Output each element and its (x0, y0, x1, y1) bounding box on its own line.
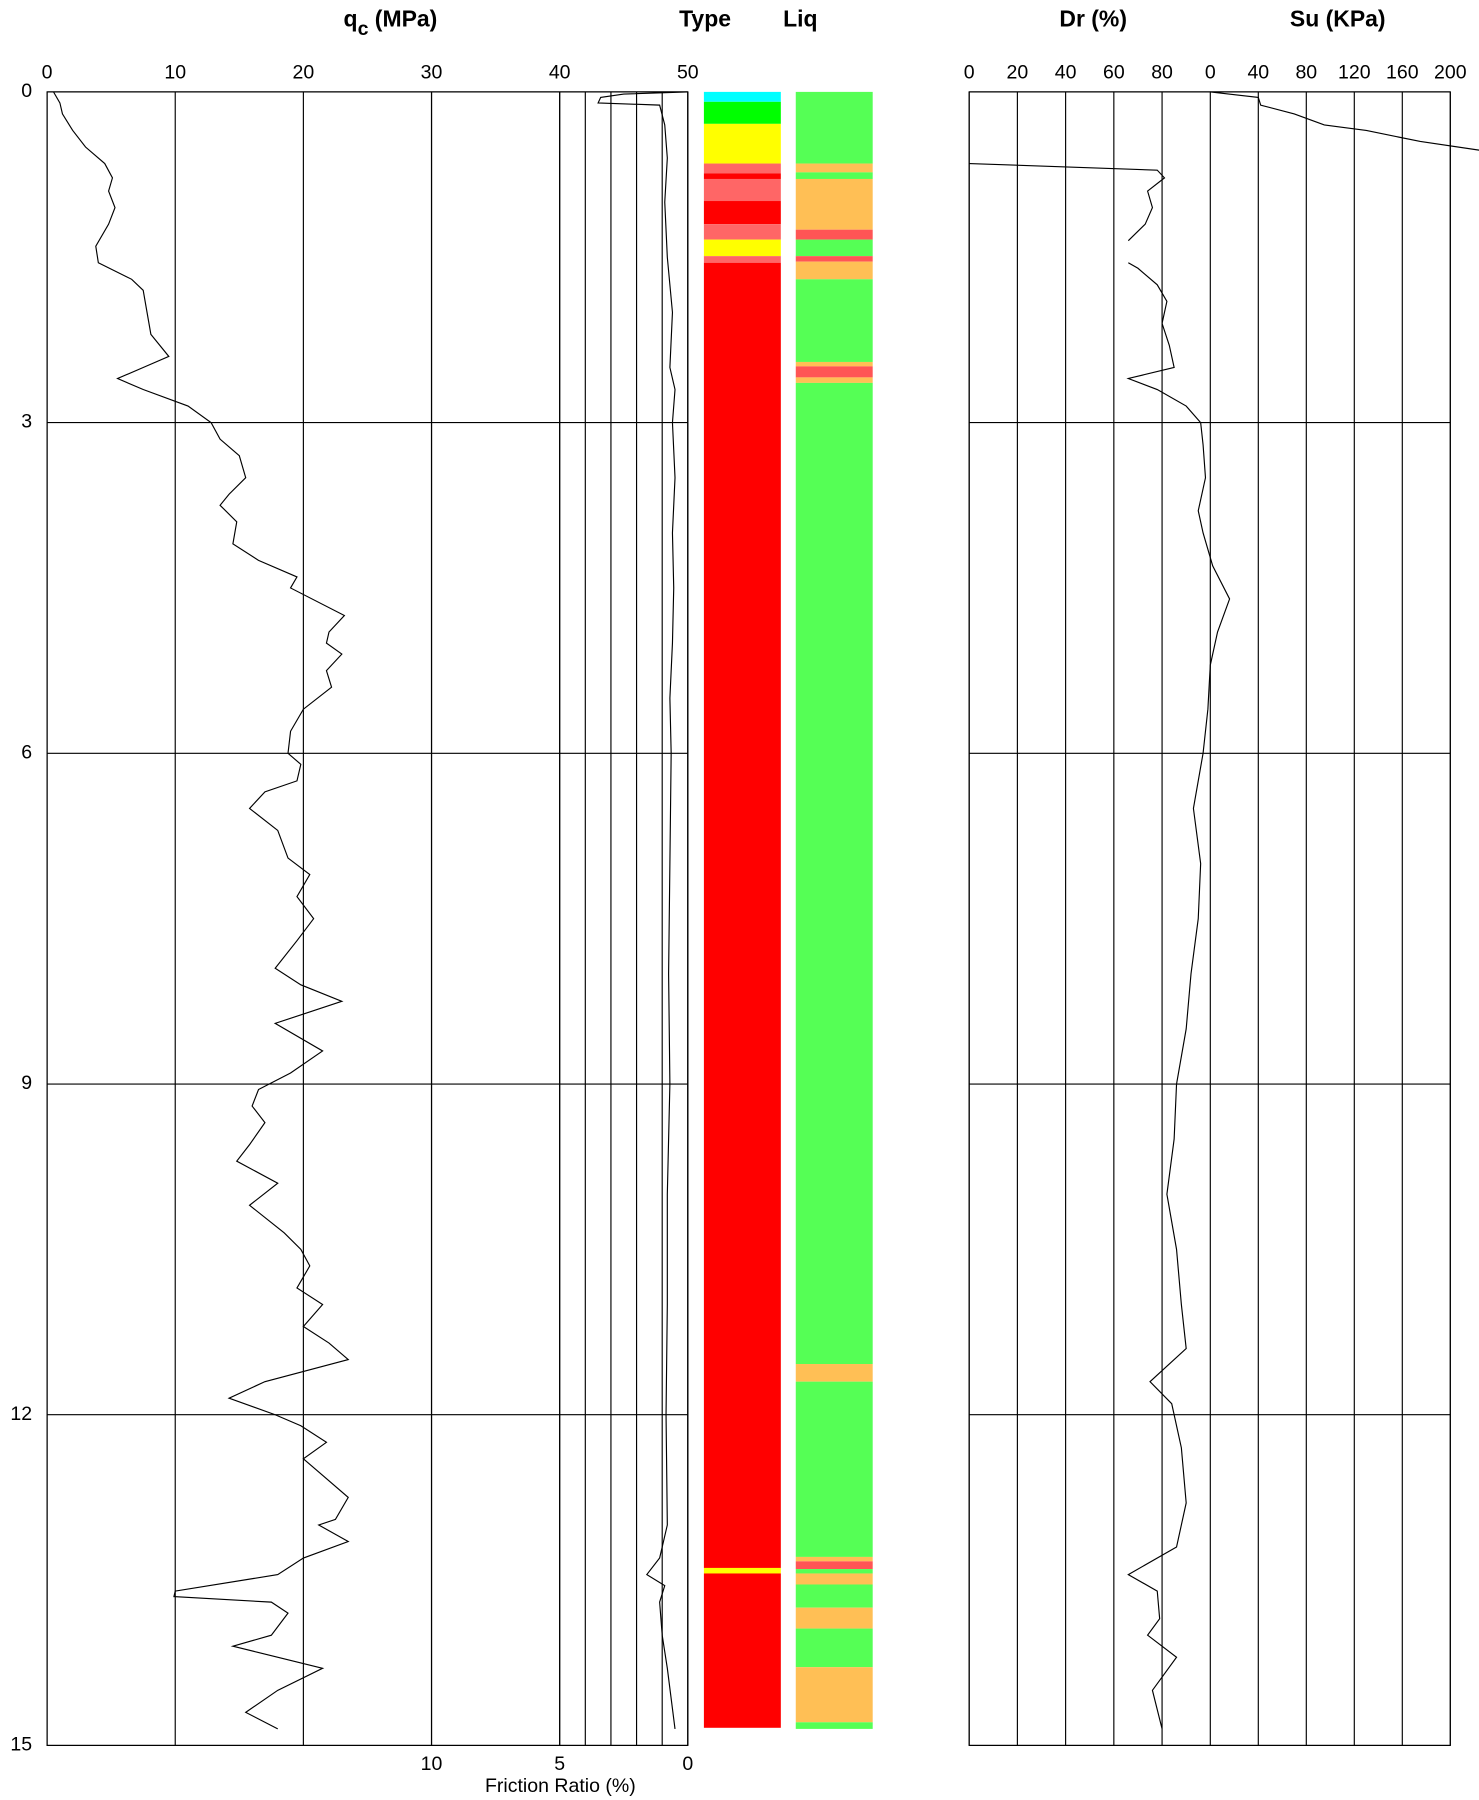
layer (795, 366, 873, 378)
layer (795, 1364, 873, 1382)
layer (795, 1556, 873, 1562)
panel-title: Dr (%) (1059, 6, 1127, 32)
y-tick-label: 9 (21, 1072, 32, 1094)
y-tick-label: 15 (10, 1734, 32, 1756)
layer (795, 1584, 873, 1608)
layer (703, 239, 781, 257)
x-tick-label: 40 (549, 62, 571, 84)
x-tick-label: 0 (682, 1753, 693, 1775)
x-tick-label: 20 (1007, 62, 1029, 84)
layer (795, 261, 873, 280)
layer (703, 91, 781, 102)
layer (703, 262, 781, 1568)
layer (795, 1561, 873, 1570)
layer (795, 1607, 873, 1629)
x-tick-label: 60 (1103, 62, 1125, 84)
layer (703, 123, 781, 164)
layer (795, 229, 873, 240)
layer (703, 1573, 781, 1728)
x-tick-label: 80 (1295, 62, 1317, 84)
x-tick-label: 200 (1434, 62, 1467, 84)
x-tick-label: 40 (1055, 62, 1077, 84)
y-tick-label: 0 (21, 80, 32, 102)
y-tick-label: 12 (10, 1403, 32, 1425)
panel-title: qc (MPa) (344, 6, 438, 40)
profile-line (1210, 91, 1479, 151)
x-tick-label: 5 (554, 1753, 565, 1775)
layer (795, 1381, 873, 1557)
qc-frame (46, 91, 689, 1747)
y-tick-label: 3 (21, 411, 32, 433)
layer (703, 224, 781, 240)
layer (703, 201, 781, 225)
layer (703, 101, 781, 124)
x-tick-label: 10 (164, 62, 186, 84)
x-tick-label: 0 (1205, 62, 1216, 84)
x-tick-label: 20 (293, 62, 315, 84)
x-tick-label: 0 (964, 62, 975, 84)
x-tick-label: 160 (1386, 62, 1419, 84)
panel-title: Type (679, 6, 731, 32)
x-tick-label: 40 (1247, 62, 1269, 84)
x-tick-label: 120 (1338, 62, 1371, 84)
layer (795, 361, 873, 367)
layer (703, 1567, 781, 1574)
layer (795, 382, 873, 1365)
layer (703, 163, 781, 174)
x-tick-label: 80 (1151, 62, 1173, 84)
profile-line (52, 91, 350, 1730)
x-tick-label: 0 (42, 62, 53, 84)
layer (795, 172, 873, 179)
layer (795, 377, 873, 383)
x-axis-label: Friction Ratio (%) (485, 1775, 636, 1797)
layer (795, 163, 873, 173)
layer (795, 279, 873, 362)
panel-title: Liq (783, 6, 817, 32)
layer (795, 1569, 873, 1574)
layer (703, 178, 781, 202)
x-tick-label: 50 (677, 62, 699, 84)
profile-line (969, 162, 1231, 1730)
x-tick-label: 10 (421, 1753, 443, 1775)
layer (795, 91, 873, 164)
y-tick-label: 6 (21, 741, 32, 763)
title-part: c (358, 18, 369, 40)
layer (795, 1573, 873, 1585)
layer (703, 173, 781, 179)
layer (795, 1667, 873, 1723)
layer (795, 1722, 873, 1729)
layer (795, 239, 873, 257)
profile-line (597, 91, 688, 1729)
panel-title: Su (KPa) (1290, 6, 1386, 32)
layer (795, 256, 873, 262)
layer (703, 256, 781, 263)
title-part: q (344, 6, 358, 32)
title-part: (MPa) (368, 6, 437, 32)
x-tick-label: 30 (421, 62, 443, 84)
layer (795, 1628, 873, 1668)
layer (795, 178, 873, 230)
